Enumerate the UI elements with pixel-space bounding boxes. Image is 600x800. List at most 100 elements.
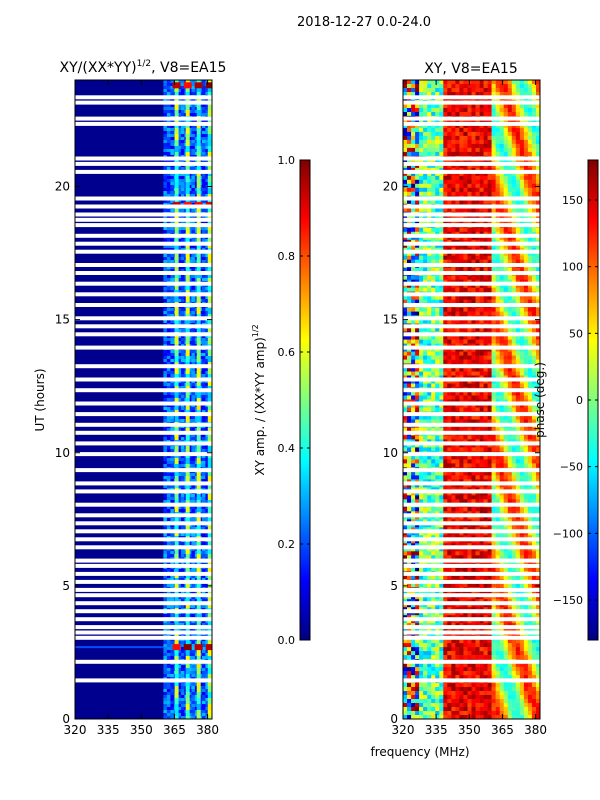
amplitude-cell — [205, 92, 210, 96]
phase-cell — [423, 183, 428, 189]
amplitude-cell — [163, 437, 168, 441]
amplitude-cell — [187, 524, 192, 528]
amplitude-cell — [191, 215, 196, 219]
amplitude-cell — [205, 338, 210, 342]
phase-cell — [435, 163, 440, 169]
phase-cell — [415, 123, 420, 129]
amplitude-cell — [166, 689, 171, 693]
phase-cell — [403, 227, 408, 233]
amplitude-cell — [166, 227, 171, 231]
phase-cell — [431, 147, 436, 153]
amplitude-cell — [205, 398, 210, 402]
amplitude-channel-segment — [196, 338, 201, 345]
phase-cell — [431, 207, 436, 213]
amplitude-cell — [166, 665, 171, 669]
phase-cell — [507, 187, 513, 193]
phase-cell — [459, 235, 464, 241]
amplitude-cell — [205, 455, 210, 459]
amplitude-cell — [201, 191, 206, 195]
amplitude-cell — [187, 260, 192, 264]
amplitude-cell — [201, 383, 206, 387]
amplitude-flagged-row — [75, 324, 212, 329]
phase-cell — [419, 183, 424, 189]
phase-cell — [536, 207, 540, 213]
amplitude-cell — [180, 695, 185, 699]
amplitude-cell — [166, 710, 171, 714]
phase-cell — [531, 143, 537, 149]
amplitude-cell — [170, 464, 175, 468]
amplitude-flagged-row — [75, 271, 212, 275]
phase-cell — [467, 88, 472, 93]
phase-cell — [423, 80, 428, 85]
phase-cell — [463, 235, 468, 241]
amplitude-cell — [201, 89, 206, 93]
phase-cell — [507, 143, 513, 149]
amplitude-cell — [187, 485, 192, 489]
amplitude-cell — [170, 86, 175, 90]
amplitude-cell — [170, 398, 175, 402]
phase-cell — [495, 183, 500, 189]
amplitude-cell — [201, 179, 206, 183]
phase-cell — [419, 175, 424, 181]
amplitude-channel-segment — [174, 620, 179, 627]
amplitude-channel-segment — [185, 506, 190, 513]
amplitude-cell — [205, 278, 210, 282]
amplitude-channel-segment — [174, 134, 179, 141]
phase-cell — [519, 207, 525, 213]
phase-cell — [419, 135, 424, 141]
phase-cell — [503, 80, 508, 85]
phase-cell — [415, 179, 420, 185]
phase-cell — [467, 243, 472, 248]
phase-cell — [415, 147, 420, 153]
amplitude-cell — [201, 260, 206, 264]
amplitude-channel-segment — [196, 236, 201, 243]
phase-cell — [415, 163, 420, 169]
amplitude-cell — [187, 287, 192, 291]
amplitude-cell — [163, 350, 168, 354]
amplitude-cell — [166, 404, 171, 408]
amplitude-cell — [187, 257, 192, 261]
amplitude-cell — [166, 479, 171, 483]
amplitude-cell — [180, 524, 185, 528]
amplitude-cell — [205, 704, 210, 708]
phase-cell — [455, 199, 460, 205]
phase-cell — [511, 80, 517, 85]
phase-cell — [503, 183, 508, 189]
amplitude-cell — [163, 209, 168, 213]
amplitude-cell — [163, 398, 168, 402]
amplitude-channel-segment — [185, 710, 190, 717]
phase-cell — [511, 199, 517, 205]
amplitude-cell — [191, 407, 196, 411]
amplitude-cell — [166, 182, 171, 186]
amplitude-cell — [201, 209, 206, 213]
amplitude-cell — [163, 314, 168, 318]
amplitude-channel-segment — [185, 188, 190, 195]
phase-cell — [479, 131, 484, 137]
phase-cell — [536, 92, 540, 97]
amplitude-cell — [163, 299, 168, 303]
phase-cell — [439, 171, 444, 177]
amplitude-channel-segment — [185, 524, 190, 531]
amplitude-cell — [163, 683, 168, 687]
amplitude-channel-segment — [185, 404, 190, 411]
amplitude-cell — [201, 392, 206, 396]
phase-cell — [487, 123, 492, 129]
amplitude-cell — [166, 713, 171, 717]
amplitude-cell — [166, 704, 171, 708]
phase-cell — [515, 123, 521, 129]
phase-cell — [467, 175, 472, 181]
amplitude-cell — [180, 248, 185, 252]
amplitude-cell — [201, 113, 206, 117]
phase-cell — [403, 219, 408, 225]
phase-cell — [483, 135, 488, 141]
phase-cell — [423, 243, 428, 248]
phase-cell — [419, 112, 424, 117]
phase-cell — [419, 108, 424, 113]
phase-cell — [483, 88, 488, 93]
phase-cell — [443, 92, 448, 97]
phase-cell — [439, 112, 444, 117]
amplitude-cell — [177, 386, 182, 390]
phase-cell — [503, 175, 508, 181]
amplitude-cell — [170, 146, 175, 150]
phase-cell — [455, 143, 460, 149]
